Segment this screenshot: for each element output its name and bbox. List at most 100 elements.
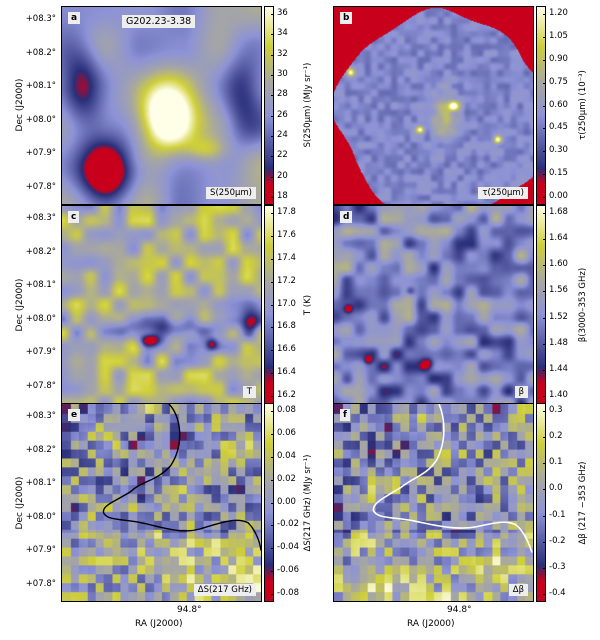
cbar-tick-c: 17.8	[277, 207, 296, 217]
map-label-b: τ(250μm)	[478, 187, 528, 199]
map-label-a: S(250μm)	[206, 187, 256, 199]
cbar-tick-b: 0.90	[549, 53, 568, 64]
map-label-d: β	[514, 386, 528, 398]
cbar-tickmark-a	[271, 197, 274, 198]
cbar-tick-f: -0.1	[549, 509, 566, 520]
cbar-tick-d: 1.52	[549, 311, 568, 322]
ytick-row1: +08.1°	[25, 81, 56, 91]
cbar-title-c: T (K)	[303, 294, 313, 316]
cbar-tick-e: 0.06	[277, 427, 296, 438]
cbar-tick-e: 0.02	[277, 473, 296, 484]
cbar-tickmark-e	[271, 525, 274, 527]
contour-f	[372, 404, 533, 553]
cbar-tick-d: 1.60	[549, 259, 568, 270]
cbar-title-b: τ(250μm) (10⁻³)	[578, 70, 588, 140]
cbar-tick-c: 17.6	[277, 229, 296, 240]
cbar-title-e: ΔS(217 GHz) (MJy sr⁻¹)	[303, 454, 313, 552]
cbar-tickmark-d	[543, 213, 546, 214]
cbar-tickmark-c	[271, 373, 274, 375]
cbar-tick-d: 1.44	[549, 363, 568, 374]
cbar-tickmark-f	[543, 489, 546, 491]
xlabel-left: RA (J2000)	[135, 619, 183, 629]
ytick-row1: +08.3°	[25, 14, 56, 24]
cbar-tick-b: 1.20	[549, 8, 568, 18]
cbar-tick-c: 16.6	[277, 344, 296, 355]
ytick-row1: +07.8°	[25, 181, 56, 192]
cbar-tickmark-b	[543, 36, 546, 38]
cbar-tick-c: 17.0	[277, 298, 296, 309]
ytick-row2: +08.2°	[25, 246, 56, 257]
ytick-row3: +07.8°	[25, 578, 56, 589]
cbar-tick-a: 18	[277, 191, 288, 201]
cbar-tickmark-c	[271, 304, 274, 306]
cbar-tickmark-c	[271, 258, 274, 260]
cbar-tickmark-b	[543, 105, 546, 107]
cbar-title-f: Δβ (217 −353 GHz)	[578, 461, 588, 545]
cbar-tickmark-b	[543, 82, 546, 84]
cbar-tickmark-a	[271, 95, 274, 97]
cbar-tickmark-a	[271, 75, 274, 76]
cbar-tick-e: -0.06	[277, 565, 299, 576]
cbar-tick-c: 16.2	[277, 390, 296, 400]
cbar-tick-d: 1.68	[549, 207, 568, 217]
cbar-tickmark-e	[271, 594, 274, 595]
cbar-tickmark-d	[543, 239, 546, 241]
cbar-tick-d: 1.48	[549, 337, 568, 348]
panel-e: e ΔS(217 GHz)	[61, 403, 262, 602]
cbar-tick-f: 0.2	[549, 431, 563, 442]
cbar-tick-f: 0.0	[549, 483, 563, 494]
panel-letter-d: d	[340, 211, 353, 223]
heatmap-a	[62, 7, 261, 204]
xtick-right: 94.8°	[447, 605, 472, 615]
cbar-tick-e: 0.08	[277, 405, 296, 415]
cbar-tick-b: 0.00	[549, 191, 568, 201]
cbar-tick-a: 28	[277, 89, 288, 100]
cbar-tick-e: 0.04	[277, 450, 296, 461]
cbar-tick-c: 17.4	[277, 252, 296, 263]
cbar-tickmark-a	[271, 34, 274, 36]
ylabel-row2: Dec (J2000)	[15, 278, 25, 332]
ytick-row3: +08.1°	[25, 478, 56, 488]
cbar-tickmark-a	[271, 14, 274, 15]
cbar-tickmark-d	[543, 396, 546, 397]
panel-letter-a: a	[68, 12, 81, 24]
cbar-title-d: β(3000–353 GHz)	[578, 267, 588, 343]
xlabel-right: RA (J2000)	[407, 619, 455, 629]
cbar-tick-c: 16.4	[277, 367, 296, 378]
cbar-tickmark-a	[271, 136, 274, 137]
heatmap-e	[62, 404, 261, 601]
cbar-tick-b: 0.75	[549, 76, 568, 87]
cbar-tickmark-b	[543, 174, 546, 176]
ytick-row2: +07.9°	[25, 347, 56, 357]
ytick-row3: +07.9°	[25, 545, 56, 555]
ytick-row3: +08.2°	[25, 444, 56, 455]
cbar-tickmark-b	[543, 14, 546, 15]
xtick-left: 94.8°	[177, 605, 202, 615]
cbar-tickmark-a	[271, 115, 274, 117]
cbar-tick-d: 1.40	[549, 390, 568, 400]
cbar-tick-a: 20	[277, 170, 288, 181]
ytick-row2: +08.1°	[25, 280, 56, 290]
cbar-tickmark-a	[271, 54, 274, 56]
panel-c: c T	[61, 205, 262, 404]
map-label-e: ΔS(217 GHz)	[193, 584, 256, 596]
cbar-tickmark-e	[271, 571, 274, 573]
ytick-row2: +07.8°	[25, 380, 56, 391]
cbar-tick-c: 16.8	[277, 321, 296, 332]
cbar-tick-a: 30	[277, 69, 288, 79]
cbar-tickmark-e	[271, 548, 274, 550]
ylabel-row3: Dec (J2000)	[15, 476, 25, 530]
map-label-c: T	[242, 386, 256, 398]
cbar-tickmark-b	[543, 59, 546, 61]
panel-letter-e: e	[68, 409, 81, 421]
cbar-tickmark-d	[543, 317, 546, 319]
panel-letter-f: f	[340, 409, 350, 421]
cbar-tick-b: 0.60	[549, 99, 568, 110]
cbar-tickmark-b	[543, 197, 546, 198]
cbar-tick-e: -0.04	[277, 542, 299, 553]
cbar-tick-a: 32	[277, 48, 288, 59]
ytick-row2: +08.3°	[25, 213, 56, 223]
heatmap-f	[334, 404, 533, 601]
heatmap-b	[334, 7, 533, 204]
ytick-row3: +08.0°	[25, 511, 56, 522]
